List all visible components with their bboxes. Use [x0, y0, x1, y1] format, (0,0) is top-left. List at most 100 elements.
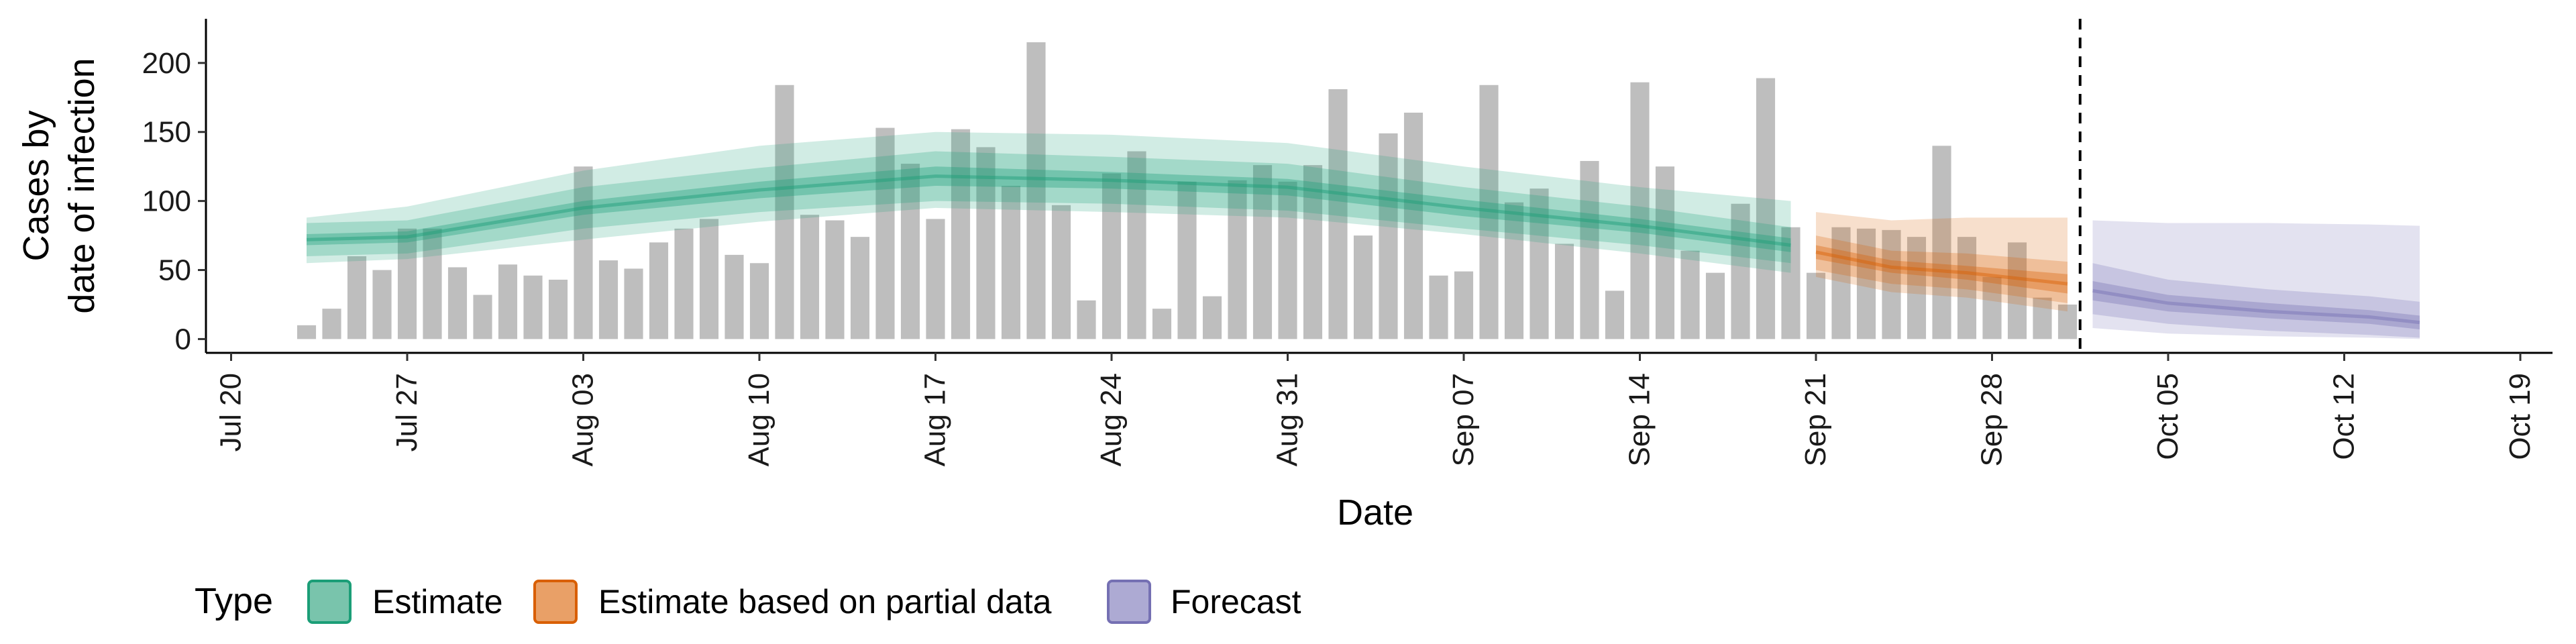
series-band-outer [2092, 220, 2420, 339]
x-tick-label: Jul 20 [215, 373, 248, 451]
bar [498, 264, 518, 339]
legend-item: Estimate based on partial data [533, 580, 1052, 624]
legend-label: Estimate based on partial data [598, 583, 1052, 621]
series-2 [2092, 220, 2420, 339]
series-median-line [1815, 250, 2068, 286]
bar [1127, 151, 1146, 339]
bar [397, 228, 417, 339]
bar [1806, 272, 1826, 339]
series-band-outer [307, 131, 1791, 273]
bar [1957, 237, 1977, 339]
bar [1479, 85, 1499, 339]
bar [649, 242, 669, 339]
y-tick-label: 100 [142, 185, 191, 218]
y-axis-title-line-2: date of infection [62, 58, 102, 313]
legend-swatch [533, 580, 578, 624]
bar [347, 256, 367, 339]
bar [1605, 290, 1625, 339]
bar [574, 166, 593, 339]
x-tick-label: Aug 17 [919, 373, 952, 466]
bar [900, 164, 920, 339]
bar [1731, 203, 1750, 339]
legend-item: Forecast [1107, 580, 1301, 624]
bar [875, 127, 895, 339]
bar [1328, 89, 1348, 339]
bar [850, 237, 870, 339]
x-tick-label: Oct 12 [2328, 373, 2361, 460]
bar [1504, 202, 1524, 339]
bar [1278, 181, 1297, 339]
bar [926, 219, 945, 339]
y-tick-label: 200 [142, 47, 191, 80]
bar [699, 219, 719, 339]
x-tick-label: Aug 10 [743, 373, 775, 466]
legend-swatch [307, 580, 352, 624]
series-median-line [306, 174, 1791, 247]
bar [749, 263, 769, 339]
bar [1202, 296, 1222, 339]
y-ticks: 0 50 100 150 200 [142, 47, 206, 356]
bar [372, 270, 392, 339]
bar [1554, 244, 1574, 339]
bar [775, 85, 794, 339]
x-tick-label: Sep 07 [1447, 373, 1480, 466]
series-band-inner [1816, 245, 2068, 294]
bar [674, 228, 694, 339]
bar [1529, 189, 1549, 339]
bar [951, 129, 971, 339]
bar [598, 260, 619, 339]
series-band-inner [2092, 280, 2420, 330]
bar [1228, 180, 1247, 339]
bar [1932, 146, 1951, 339]
bands-layer [306, 131, 2420, 339]
series-band-outer [1816, 212, 2068, 312]
bar [1252, 165, 1273, 339]
bar [1429, 275, 1448, 339]
bar [1882, 229, 1901, 339]
legend-items: Estimate Estimate based on partial data Fo… [307, 580, 1301, 624]
bar [1454, 271, 1474, 339]
bar [1580, 160, 1599, 339]
bar [1026, 42, 1046, 339]
bar [1001, 186, 1021, 339]
bar [1907, 237, 1927, 339]
bar [1756, 78, 1776, 339]
axes-layer [205, 19, 2553, 354]
bar [624, 268, 643, 339]
bar [2007, 242, 2027, 339]
x-ticks: Jul 20 Jul 27 Aug 03 Aug 10 Aug 17 Aug 24 Aug … [215, 353, 2536, 466]
bar [1102, 173, 1122, 339]
bar [800, 215, 820, 339]
bar [1831, 227, 1851, 339]
bar [1051, 205, 1071, 339]
bar [1705, 272, 1725, 339]
bar [825, 220, 845, 339]
x-tick-label: Oct 19 [2504, 373, 2536, 460]
bar [1982, 276, 2002, 339]
x-axis-title: Date [1337, 492, 1413, 533]
series-band-mid [1816, 235, 2068, 303]
x-tick-label: Sep 14 [1623, 373, 1656, 466]
legend-swatch [1107, 580, 1151, 624]
series-band-mid [2092, 263, 2420, 338]
y-axis-title-line-1: Cases by [16, 110, 56, 261]
bar [1152, 309, 1172, 339]
bar [976, 147, 996, 339]
bar [548, 279, 568, 339]
bar [1077, 300, 1096, 339]
series-band-mid [307, 151, 1791, 264]
x-tick-label: Aug 31 [1271, 373, 1304, 466]
bars-layer [297, 42, 2078, 339]
bar [1630, 82, 1650, 339]
x-tick-label: Aug 03 [567, 373, 600, 466]
legend-title: Type [195, 581, 273, 621]
legend-label: Forecast [1171, 583, 1301, 621]
legend-item: Estimate [307, 580, 503, 624]
bar [322, 309, 341, 339]
bar [1655, 166, 1675, 339]
bar [447, 267, 468, 339]
bar [1403, 112, 1424, 339]
bar [1379, 133, 1398, 339]
